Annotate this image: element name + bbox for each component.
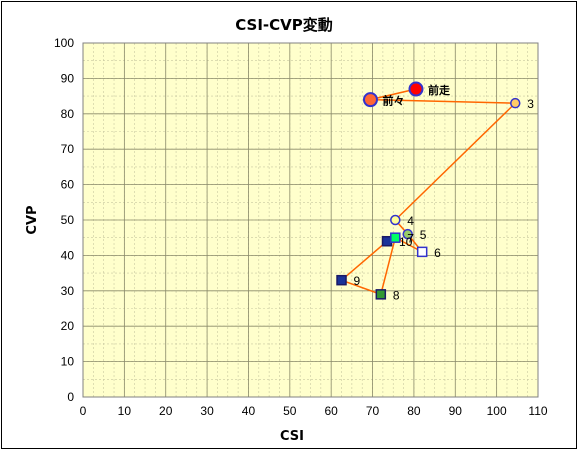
x-tick-label: 10	[118, 404, 132, 418]
point-label: 4	[407, 214, 414, 228]
x-tick-label: 100	[487, 404, 507, 418]
series-line	[340, 88, 518, 296]
x-tick-label: 0	[80, 404, 87, 418]
y-tick-label: 0	[67, 390, 74, 404]
x-tick-label: 90	[449, 404, 463, 418]
y-axis-ticks: 0 10 20 30 40 50 60 70 80 90 100	[54, 36, 74, 404]
point-label: 8	[393, 288, 400, 302]
data-points	[336, 81, 521, 300]
x-tick-label: 60	[325, 404, 339, 418]
chart-title: CSI-CVP変動	[235, 16, 333, 34]
point-label: 6	[434, 246, 441, 260]
point-marker	[336, 274, 347, 286]
y-tick-label: 100	[54, 36, 74, 50]
y-tick-label: 50	[61, 213, 75, 227]
point-marker	[390, 232, 401, 243]
x-tick-label: 30	[200, 404, 214, 418]
plot-border	[82, 42, 539, 398]
point-label: 5	[420, 228, 427, 242]
x-tick-label: 50	[283, 404, 297, 418]
point-label: 10	[399, 235, 413, 249]
x-tick-label: 40	[242, 404, 256, 418]
point-marker	[408, 81, 424, 97]
point-label: 3	[527, 97, 534, 111]
point-label: 9	[354, 274, 361, 288]
point-marker	[362, 92, 378, 108]
y-tick-label: 60	[61, 178, 75, 192]
point-marker	[416, 246, 428, 258]
point-label: 7	[407, 232, 414, 246]
y-axis-title: CVP	[25, 205, 40, 234]
y-tick-label: 80	[61, 107, 75, 121]
x-tick-label: 70	[366, 404, 380, 418]
y-tick-label: 40	[61, 248, 75, 262]
y-tick-label: 90	[61, 71, 75, 85]
x-axis-ticks: 0 10 20 30 40 50 60 70 80 90 100 110	[80, 404, 548, 418]
series-path	[340, 88, 518, 296]
y-tick-label: 20	[61, 319, 75, 333]
x-tick-label: 80	[407, 404, 421, 418]
point-marker	[375, 289, 387, 300]
y-tick-label: 30	[61, 284, 75, 298]
point-marker	[390, 214, 401, 226]
point-label: 前走	[428, 83, 450, 97]
y-tick-label: 70	[61, 142, 75, 156]
y-tick-label: 10	[61, 355, 75, 369]
x-tick-label: 110	[528, 404, 547, 418]
x-axis-title: CSI	[280, 429, 304, 444]
point-marker	[402, 228, 413, 240]
x-tick-label: 20	[159, 404, 173, 418]
point-marker	[510, 97, 521, 109]
point-label: 前々	[382, 94, 404, 108]
